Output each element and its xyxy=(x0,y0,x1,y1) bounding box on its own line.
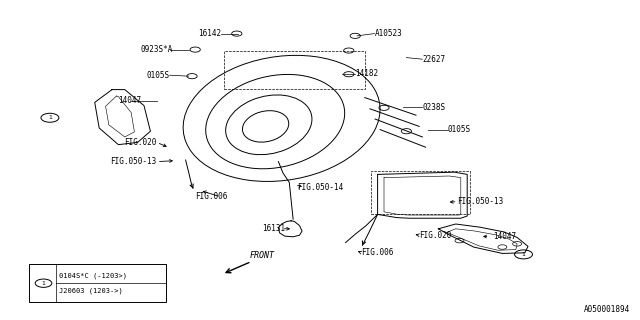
Text: FIG.050-13: FIG.050-13 xyxy=(111,157,157,166)
Text: 14047: 14047 xyxy=(118,96,141,105)
Text: 0238S: 0238S xyxy=(422,103,445,112)
Text: 0104S*C (-1203>): 0104S*C (-1203>) xyxy=(59,273,127,279)
Text: FIG.020: FIG.020 xyxy=(419,231,452,240)
Text: A050001894: A050001894 xyxy=(584,305,630,314)
Text: 0105S: 0105S xyxy=(147,71,170,80)
Text: 16131: 16131 xyxy=(262,224,285,233)
Text: 14182: 14182 xyxy=(355,69,378,78)
Text: FIG.006: FIG.006 xyxy=(362,248,394,257)
Text: 0105S: 0105S xyxy=(448,125,471,134)
Text: 1: 1 xyxy=(42,281,45,286)
Text: 14047: 14047 xyxy=(493,232,516,241)
Text: FIG.050-14: FIG.050-14 xyxy=(298,183,344,192)
Text: 1: 1 xyxy=(48,115,52,120)
Text: FIG.006: FIG.006 xyxy=(195,192,228,201)
Text: FRONT: FRONT xyxy=(250,251,275,260)
Text: FIG.020: FIG.020 xyxy=(124,138,157,147)
Text: 16142: 16142 xyxy=(198,29,221,38)
Text: 0923S*A: 0923S*A xyxy=(140,45,173,54)
Text: J20603 (1203->): J20603 (1203->) xyxy=(59,288,123,294)
Text: 22627: 22627 xyxy=(422,55,445,64)
Text: FIG.050-13: FIG.050-13 xyxy=(458,197,504,206)
Text: A10523: A10523 xyxy=(374,29,402,38)
Text: 1: 1 xyxy=(522,252,525,257)
